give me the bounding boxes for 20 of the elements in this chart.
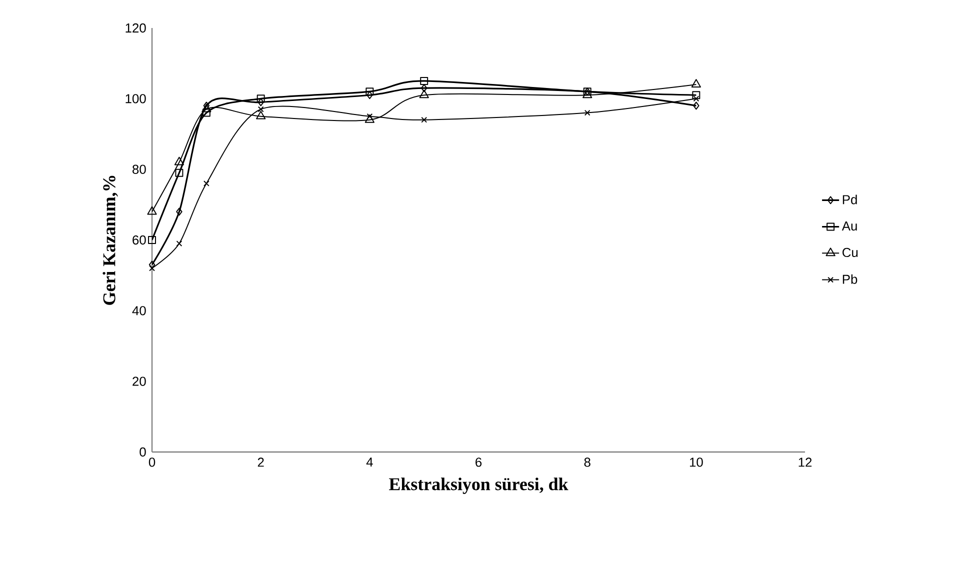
x-tick-label: 8 <box>584 458 590 467</box>
x-axis-title: Ekstraksiyon süresi, dk <box>389 478 568 494</box>
y-tick-label: 20 <box>132 376 146 386</box>
legend-label: Cu <box>842 248 858 258</box>
x-tick-label: 2 <box>258 458 264 467</box>
legend-label: Au <box>842 222 857 231</box>
x-tick-label: 0 <box>148 458 156 467</box>
y-tick-label: 120 <box>126 23 146 33</box>
x-tick-label: 6 <box>476 458 482 467</box>
x-tick-label: 4 <box>366 458 373 467</box>
y-tick-label: 40 <box>132 306 146 316</box>
legend-label: Pb <box>842 274 858 284</box>
y-tick-label: 80 <box>132 164 146 174</box>
y-tick-label: 60 <box>132 235 146 245</box>
y-tick-label: 100 <box>126 94 146 104</box>
x-tick-label: 12 <box>798 458 812 467</box>
y-tick-label: 0 <box>140 447 146 457</box>
legend-label: Pd <box>842 194 857 204</box>
x-tick-label: 10 <box>690 458 703 467</box>
y-axis-title: Geri Kazanım,% <box>102 176 118 305</box>
